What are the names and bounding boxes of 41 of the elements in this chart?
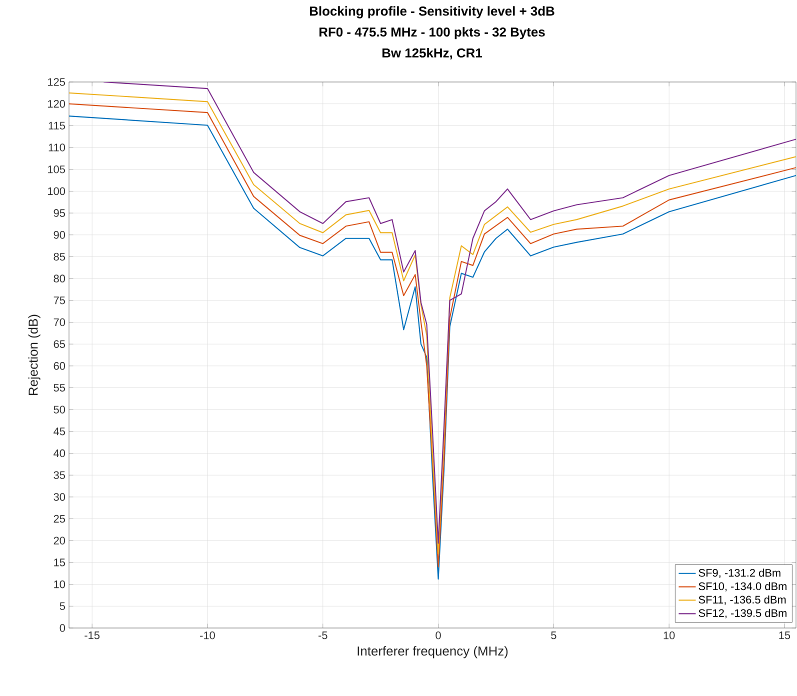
y-tick-label: 0 — [60, 624, 66, 632]
y-tick-label: 15 — [54, 558, 66, 566]
y-tick-label: 30 — [54, 493, 66, 501]
x-axis-title: Interferer frequency (MHz) — [358, 646, 508, 658]
legend-label: SF11, -136.5 dBm — [698, 596, 786, 605]
y-tick-label: 80 — [54, 274, 66, 282]
x-tick-label: 0 — [436, 632, 441, 640]
x-tick-label: -5 — [318, 632, 328, 640]
y-tick-label: 55 — [54, 384, 66, 392]
chart-title: Blocking profile - Sensitivity level + 3dB — [310, 6, 554, 18]
y-axis-title: Rejection (dB) — [28, 314, 40, 395]
legend-label: SF9, -131.2 dBm — [698, 568, 780, 578]
y-tick-label: 70 — [54, 318, 66, 326]
chart-subtitle: RF0 - 475.5 MHz - 100 pkts - 32 Bytes Bw 125kHz, CR1 — [319, 27, 545, 60]
y-tick-label: 20 — [54, 536, 66, 545]
legend-label: SF12, -139.5 dBm — [698, 608, 786, 618]
y-tick-label: 95 — [54, 209, 66, 217]
legend-label: SF10, -134.0 dBm — [698, 582, 786, 592]
y-tick-label: 10 — [54, 580, 66, 588]
y-tick-label: 120 — [48, 100, 66, 108]
y-tick-label: 110 — [48, 144, 66, 152]
x-tick-label: 5 — [551, 632, 556, 640]
y-tick-label: 105 — [48, 165, 66, 174]
y-tick-label: 5 — [60, 602, 66, 610]
y-tick-label: 100 — [48, 187, 66, 196]
y-tick-label: 50 — [54, 406, 66, 414]
y-tick-label: 45 — [54, 428, 66, 436]
y-tick-label: 125 — [48, 78, 66, 86]
x-tick-label: -15 — [84, 632, 100, 640]
y-tick-label: 35 — [54, 471, 66, 479]
y-tick-label: 85 — [54, 252, 66, 261]
y-tick-label: 90 — [54, 231, 66, 239]
y-tick-label: 25 — [54, 514, 66, 523]
y-tick-label: 65 — [54, 340, 66, 348]
y-tick-label: 75 — [54, 296, 66, 304]
y-tick-label: 40 — [54, 449, 66, 458]
x-tick-label: 15 — [779, 632, 790, 640]
x-tick-label: -10 — [200, 632, 215, 640]
y-tick-label: 60 — [54, 362, 66, 370]
y-tick-label: 115 — [48, 122, 66, 130]
x-tick-label: 10 — [664, 632, 675, 640]
